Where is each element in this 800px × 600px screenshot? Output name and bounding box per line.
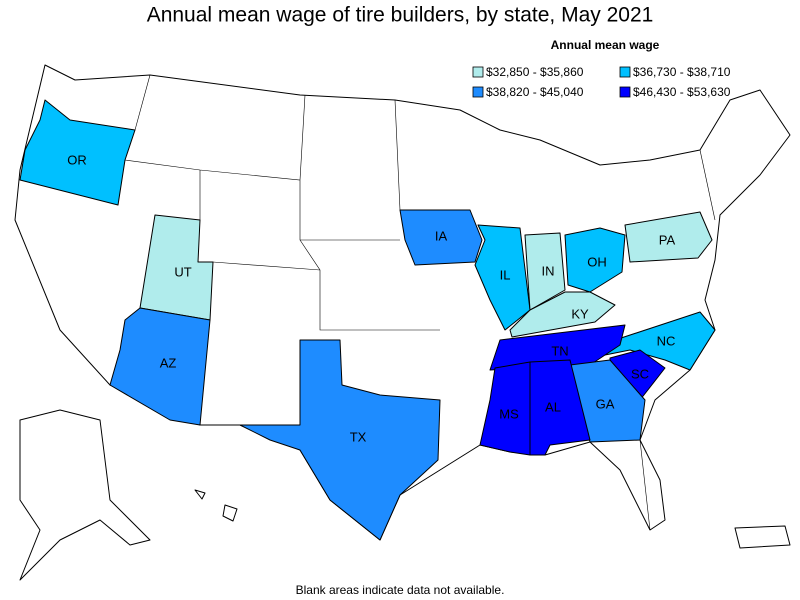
state-label: TX [350, 429, 367, 444]
state-label: SC [631, 366, 649, 381]
state-labels: OR UT AZ TX IA IL IN OH KY PA NC TN SC G… [67, 152, 675, 444]
legend-label: $38,820 - $45,040 [486, 85, 584, 99]
puerto-rico [734, 525, 791, 549]
state-label: IN [542, 263, 555, 278]
legend-title: Annual mean wage [551, 38, 660, 52]
state [239, 339, 441, 541]
state [524, 232, 566, 311]
state-label: IA [435, 228, 448, 243]
state-borders [124, 74, 716, 531]
state-label: TN [551, 343, 568, 358]
state-label: GA [596, 396, 615, 411]
state-label: MS [499, 406, 519, 421]
legend-swatch [472, 86, 484, 98]
legend-label: $32,850 - $35,860 [486, 65, 584, 79]
state [474, 224, 531, 331]
state [604, 311, 716, 371]
legend-swatch [619, 66, 631, 78]
state-label: KY [571, 306, 589, 321]
state [489, 324, 626, 371]
state [509, 291, 616, 338]
state-label: OR [67, 152, 87, 167]
legend: $32,850 - $35,860 $36,730 - $38,710 $38,82… [472, 65, 731, 99]
state-label: UT [174, 264, 191, 279]
title: Annual mean wage of tire builders, by st… [147, 4, 654, 27]
alaska [19, 409, 151, 581]
state-label: NC [657, 333, 676, 348]
legend-swatch [619, 86, 631, 98]
state [19, 99, 136, 206]
state [624, 211, 713, 263]
footnote: Blank areas indicate data not available. [296, 583, 505, 597]
hawaii [194, 489, 238, 522]
state-label: AZ [160, 355, 177, 370]
state [399, 209, 483, 266]
legend-label: $36,730 - $38,710 [633, 65, 731, 79]
state [564, 227, 626, 293]
state [479, 361, 531, 456]
state-label: PA [659, 232, 676, 247]
state-label: AL [545, 399, 561, 414]
state-label: OH [587, 254, 607, 269]
legend-swatch [472, 66, 484, 78]
state [109, 307, 211, 426]
legend-label: $46,430 - $53,630 [633, 85, 731, 99]
state-label: IL [500, 267, 511, 282]
